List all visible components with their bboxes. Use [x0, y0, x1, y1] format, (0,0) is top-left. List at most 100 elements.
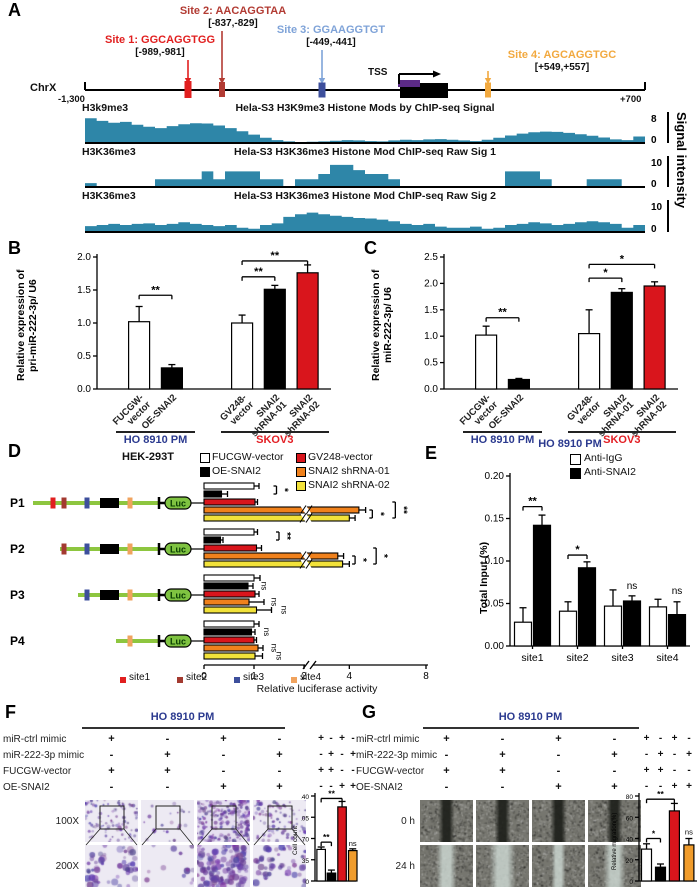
condition-label: miR-ctrl mimic	[356, 734, 420, 745]
site-legend-swatch	[234, 677, 240, 683]
svg-text:*: *	[652, 829, 656, 839]
track-label: H3k9me3	[82, 102, 129, 114]
site-annotation: Site 3: GGAAGGTGT	[276, 24, 386, 36]
svg-text:P1: P1	[10, 496, 25, 510]
condition-label: miR-ctrl mimic	[3, 734, 67, 745]
legend-label: OE-SNAI2	[212, 465, 262, 477]
site-annotation: Site 4: AGCAGGTGC	[507, 49, 617, 61]
svg-text:20: 20	[626, 858, 634, 865]
cell-line-label: HO 8910 PM	[470, 434, 535, 446]
title-underline	[82, 727, 285, 729]
site-legend-label: site2	[186, 672, 208, 683]
svg-text:80: 80	[626, 794, 634, 801]
svg-text:1.0: 1.0	[424, 331, 438, 342]
condition-sign: -	[612, 765, 617, 777]
svg-text:10: 10	[651, 158, 663, 169]
site-legend-label: site3	[243, 672, 265, 683]
condition-sign: +	[220, 733, 227, 745]
condition-sign: +	[164, 765, 171, 777]
inset-y-axis-label: Cell count	[292, 826, 299, 856]
tss-label: TSS	[368, 67, 388, 78]
inset-condition-sign: +	[657, 749, 664, 760]
condition-sign: +	[108, 733, 115, 745]
svg-text:**: **	[328, 788, 335, 798]
y-axis-label: Relative expression of miR-222-3p/ U6	[370, 269, 395, 382]
wound-image	[532, 800, 585, 842]
svg-text:site4: site4	[656, 652, 678, 664]
svg-text:*: *	[620, 253, 625, 265]
svg-text:ns: ns	[685, 827, 693, 836]
svg-text:*: *	[357, 558, 368, 562]
svg-text:0.00: 0.00	[485, 641, 505, 652]
svg-text:**: **	[323, 832, 330, 842]
svg-text:1.5: 1.5	[424, 305, 438, 316]
inset-condition-sign: +	[643, 733, 650, 744]
track-label: H3K36me3	[82, 190, 136, 202]
transwell-image	[197, 845, 250, 887]
svg-text:2: 2	[301, 671, 307, 682]
svg-text:105: 105	[301, 815, 309, 822]
svg-text:ns: ns	[260, 582, 269, 590]
svg-text:**: **	[151, 284, 160, 296]
svg-text:P2: P2	[10, 542, 25, 556]
genomic-map-graphic: 8 0 10 0 10 0	[84, 31, 669, 235]
condition-sign: +	[555, 781, 562, 793]
inset-condition-sign: -	[658, 733, 663, 744]
condition-sign: +	[499, 749, 506, 761]
inset-condition-sign: +	[350, 781, 356, 792]
svg-text:site2: site2	[566, 652, 588, 664]
cell-line-title: HO 8910 PM	[498, 711, 563, 723]
svg-text:1.5: 1.5	[77, 285, 91, 296]
svg-text:ns: ns	[672, 586, 683, 597]
svg-text:**: **	[657, 789, 664, 799]
wound-image	[588, 800, 641, 842]
svg-text:0: 0	[651, 135, 657, 146]
site-legend-label: site1	[129, 672, 151, 683]
condition-sign: +	[611, 781, 618, 793]
condition-sign: -	[444, 749, 449, 761]
inset-condition-sign: -	[340, 749, 344, 760]
inset-condition-sign: +	[318, 733, 324, 744]
transwell-image	[253, 845, 306, 887]
inset-condition-sign: +	[339, 781, 345, 792]
condition-sign: -	[165, 733, 170, 745]
panel-g-label: G	[362, 702, 377, 722]
signal-intensity-axis-label: Signal intensity	[674, 112, 689, 209]
inset-condition-sign: -	[658, 781, 663, 792]
site-range: [-449,-441]	[306, 37, 356, 48]
svg-text:0.05: 0.05	[485, 599, 505, 610]
svg-text:70: 70	[302, 837, 310, 844]
svg-text:1.0: 1.0	[77, 318, 91, 329]
y-axis-label: Total Input (%)	[478, 541, 490, 615]
legend-swatch	[296, 467, 306, 477]
transwell-image	[85, 800, 138, 842]
svg-text:*: *	[603, 267, 608, 279]
svg-text:Luc: Luc	[170, 499, 186, 509]
inset-condition-sign: +	[686, 749, 692, 760]
svg-text:60: 60	[626, 815, 634, 822]
svg-text:2.0: 2.0	[424, 278, 438, 289]
legend-label: SNAI2 shRNA-02	[308, 479, 390, 491]
inset-condition-sign: -	[687, 733, 691, 744]
site-range: [-989,-981]	[135, 47, 185, 58]
wound-image	[476, 800, 529, 842]
svg-text:0: 0	[651, 179, 657, 190]
inset-condition-sign: -	[672, 765, 677, 776]
svg-text:2.5: 2.5	[424, 252, 438, 263]
svg-text:0.0: 0.0	[77, 384, 91, 395]
inset-condition-sign: -	[351, 765, 355, 776]
track-title: Hela-S3 H3K36me3 Histone Mod ChIP-seq Ra…	[234, 146, 496, 158]
panel-e-chip-qpcr: HO 8910 PM Anti-IgG Anti-SNAI2 0.00 0.05 0.10…	[420, 438, 699, 695]
svg-text:1: 1	[251, 671, 257, 682]
panel-e-label: E	[425, 443, 438, 463]
svg-text:**: **	[254, 266, 263, 278]
svg-text:8: 8	[423, 671, 429, 682]
inset-condition-sign: -	[329, 733, 333, 744]
svg-text:*: *	[378, 554, 389, 558]
magnification-label: 24 h	[395, 861, 415, 872]
panel-b-chart: 0.0 0.5 1.0 1.5 2.0 ** ** ** FUCGW-vector OE-SNAI…	[5, 243, 355, 446]
wound-image	[588, 845, 641, 887]
site-legend-swatch	[291, 677, 297, 683]
magnification-label: 0 h	[401, 816, 415, 827]
